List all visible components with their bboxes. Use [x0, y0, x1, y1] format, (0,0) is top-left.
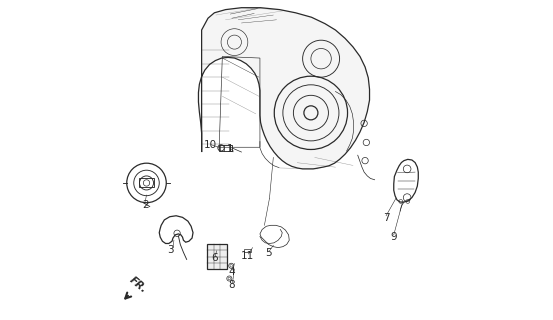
Bar [218, 145, 232, 151]
Text: 1: 1 [227, 144, 233, 154]
Bar [244, 249, 251, 252]
Text: 3: 3 [168, 245, 174, 255]
Bar [207, 244, 227, 269]
Polygon shape [199, 8, 369, 169]
Text: 9: 9 [390, 232, 397, 242]
Text: 7: 7 [383, 213, 389, 223]
Text: 10: 10 [204, 140, 217, 150]
Text: 6: 6 [211, 253, 218, 263]
Text: 8: 8 [228, 280, 234, 290]
Text: 2: 2 [142, 200, 149, 210]
Text: 5: 5 [265, 248, 272, 258]
Text: 11: 11 [241, 251, 254, 261]
Bar [139, 179, 154, 188]
Text: 4: 4 [228, 267, 234, 277]
Text: FR.: FR. [128, 275, 149, 295]
